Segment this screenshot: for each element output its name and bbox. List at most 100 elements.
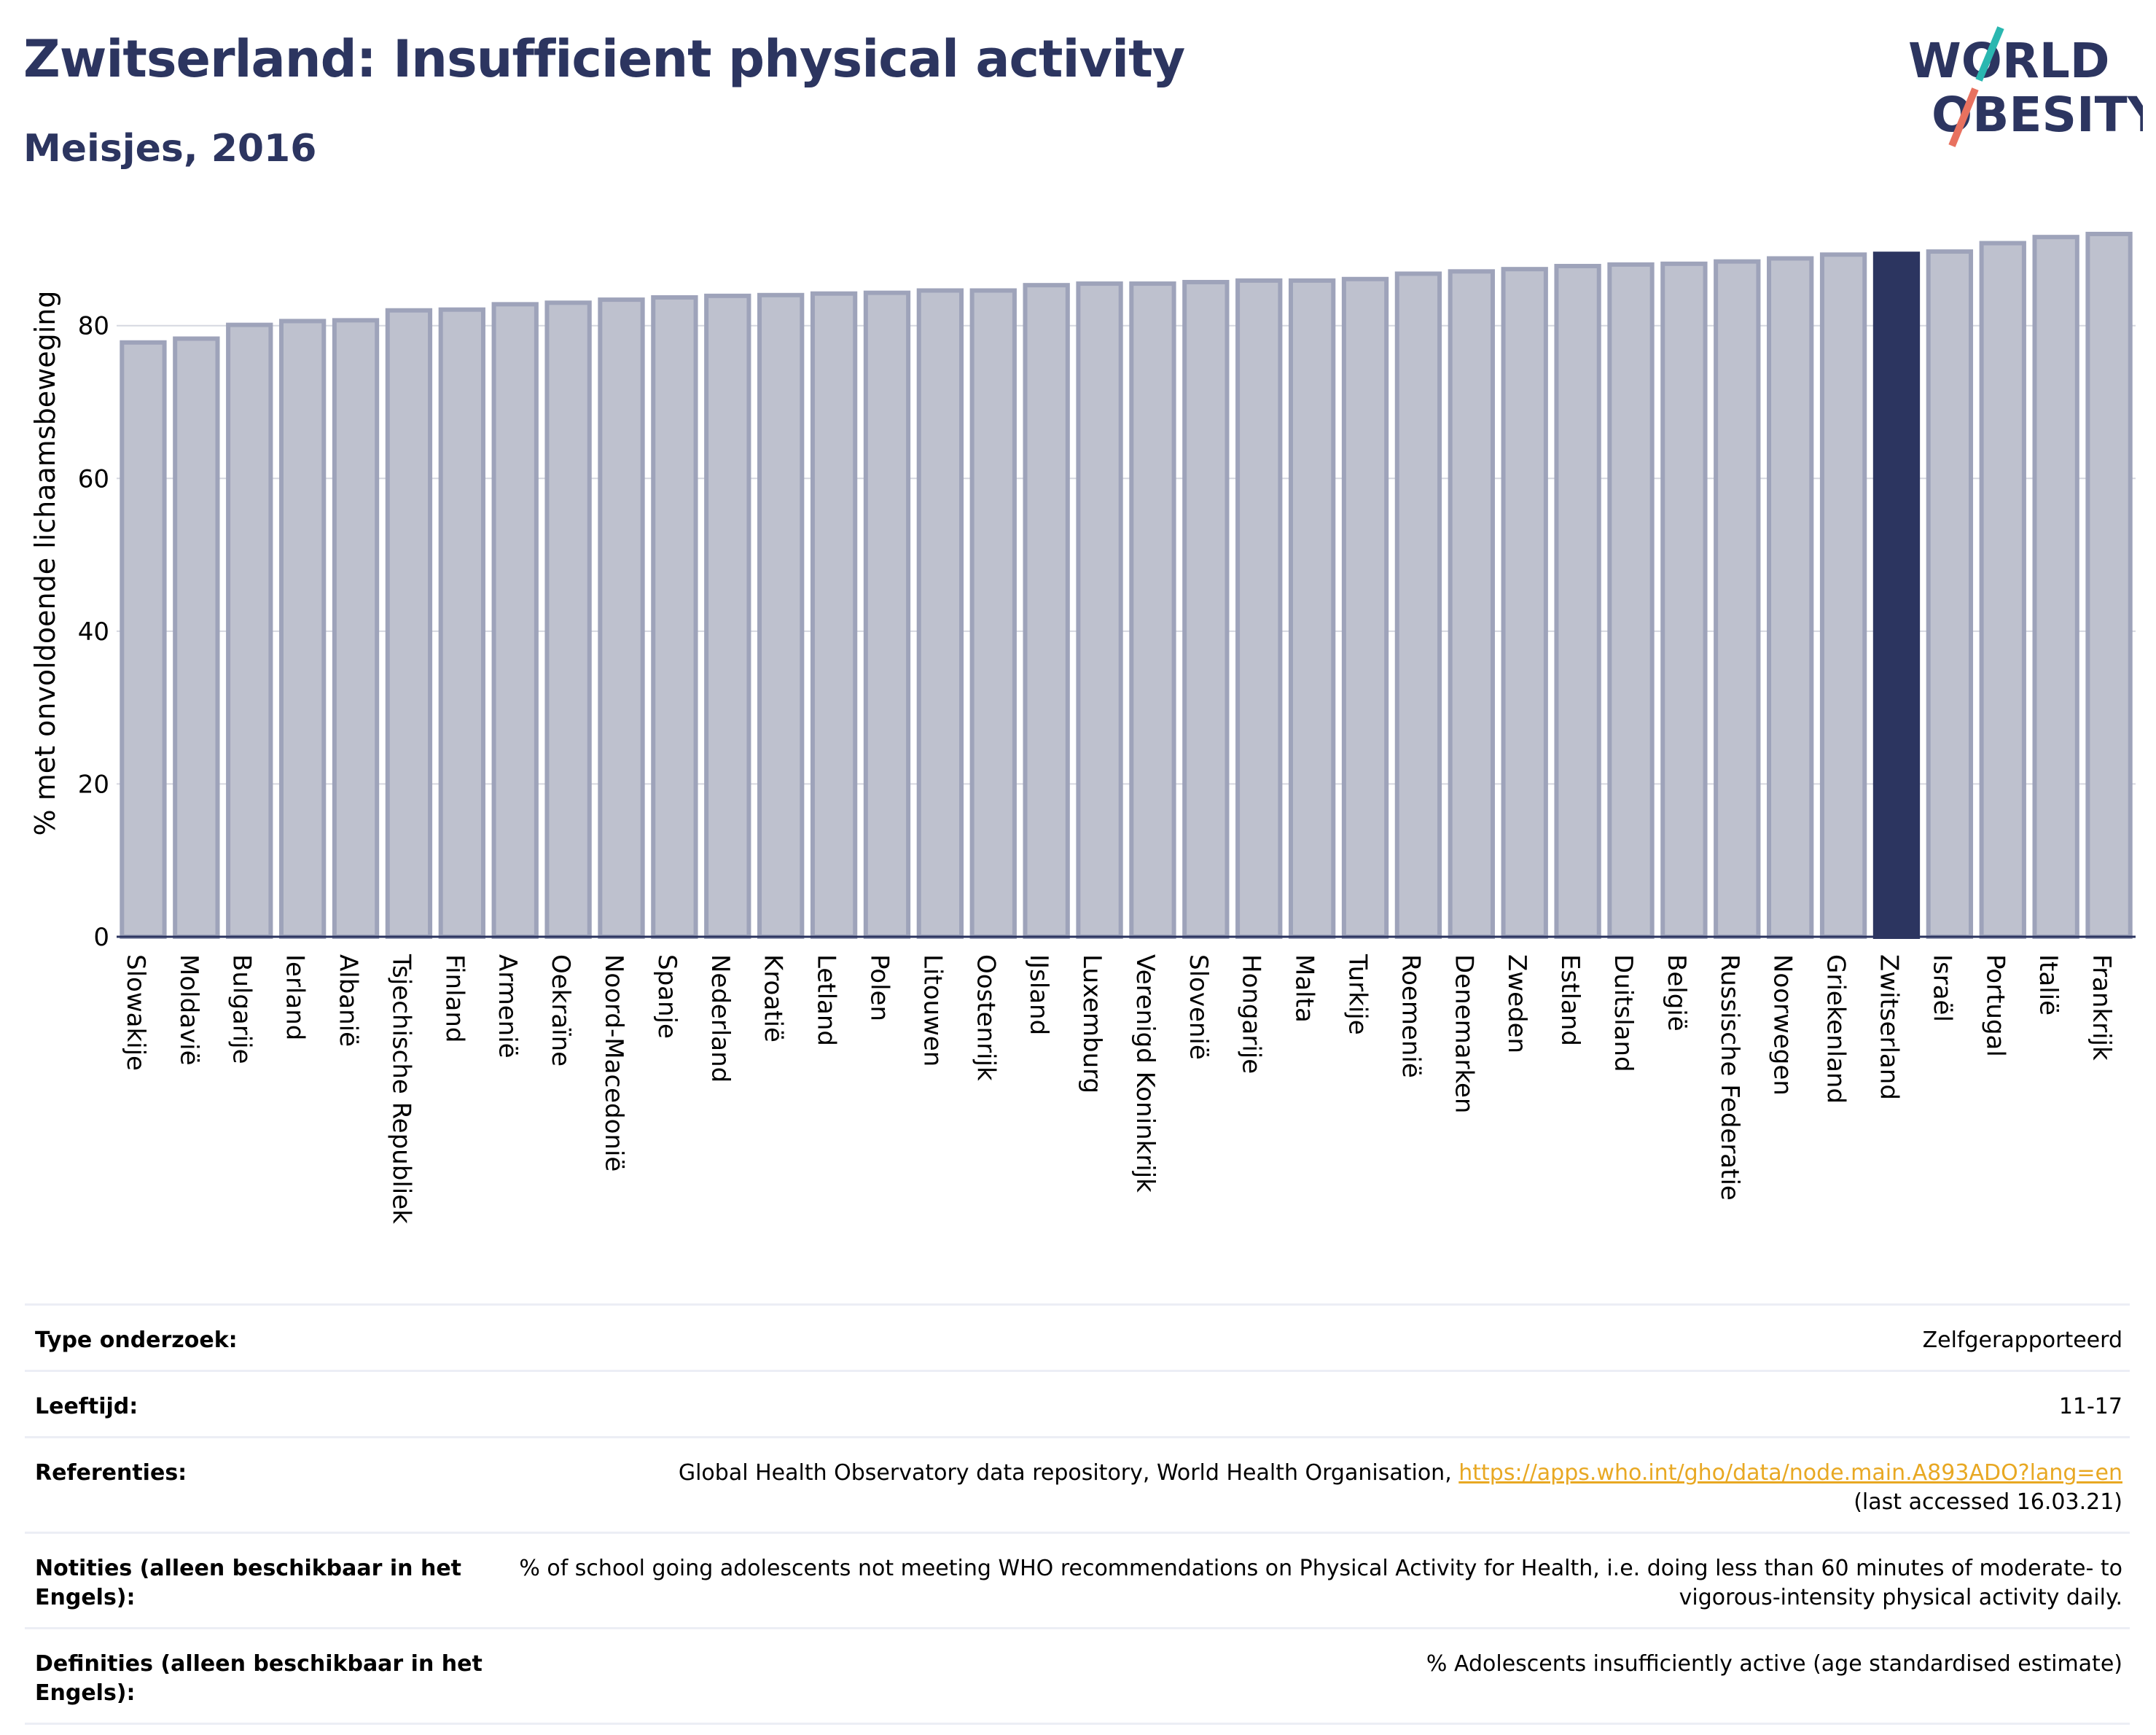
x-tick-label: Luxemburg xyxy=(1077,954,1106,1093)
bar-zweden xyxy=(1501,267,1548,940)
bar-sloveni- xyxy=(1182,279,1230,940)
x-tick-label: Turkije xyxy=(1343,954,1372,1035)
info-key: Leeftijd: xyxy=(25,1370,496,1438)
x-tick-label: Armenië xyxy=(493,954,522,1058)
x-tick-label: IJsland xyxy=(1024,954,1053,1035)
bar-spanje xyxy=(651,295,698,939)
y-axis-ticks: 0 20 40 60 80 xyxy=(78,312,109,952)
x-tick-label: Kroatië xyxy=(759,954,788,1042)
x-tick-label: Tsjechische Republiek xyxy=(386,954,415,1224)
x-axis-ticks: Slowakije Moldavië Bulgarije Ierland Albanië… xyxy=(121,954,2116,1224)
y-tick-label: 40 xyxy=(78,617,109,647)
bar-noorwegen xyxy=(1767,256,1814,939)
info-value: Zelfgerapporteerd xyxy=(496,1303,2130,1371)
bar-nederland xyxy=(704,293,751,940)
y-tick-label: 20 xyxy=(78,770,109,799)
info-value-text: 11-17 xyxy=(2058,1394,2122,1419)
x-tick-label: Roemenië xyxy=(1396,954,1425,1078)
x-tick-label: België xyxy=(1662,954,1691,1032)
logo-slash-coral xyxy=(1948,87,1979,147)
bar-belgi- xyxy=(1660,261,1708,939)
x-tick-label: Hongarije xyxy=(1237,954,1266,1074)
x-tick-label: Griekenland xyxy=(1821,954,1851,1104)
bar-hongarije xyxy=(1235,278,1283,939)
bar-chart: 0 20 40 60 80 Slowakije Moldavië Bulgarije Ierl… xyxy=(29,231,2136,1224)
x-tick-label: Israël xyxy=(1927,954,1956,1022)
x-tick-label: Portugal xyxy=(1980,954,2009,1057)
bar-finland xyxy=(438,307,485,939)
x-tick-label: Nederland xyxy=(706,954,735,1083)
bar-armeni- xyxy=(491,302,539,939)
bar-verenigd-koninkrijk xyxy=(1129,281,1176,939)
bar-turkije xyxy=(1341,276,1389,939)
bar-albani- xyxy=(332,318,380,940)
bar-russische-federatie xyxy=(1714,259,1761,939)
bar-griekenland xyxy=(1819,252,1867,939)
x-tick-label: Italië xyxy=(2034,954,2063,1015)
info-value-note: (last accessed 16.03.21) xyxy=(1854,1489,2122,1515)
logo-text-world: WORLD xyxy=(1908,33,2110,89)
x-tick-label: Slowakije xyxy=(121,954,150,1071)
info-value-text: % Adolescents insufficiently active (age… xyxy=(1426,1651,2122,1677)
x-tick-label: Zweden xyxy=(1502,954,1531,1053)
bar-oekra-ne xyxy=(544,300,592,940)
info-value-text: Zelfgerapporteerd xyxy=(1922,1327,2122,1353)
bar-denemarken xyxy=(1448,269,1495,940)
x-tick-label: Zwitserland xyxy=(1874,954,1903,1100)
x-tick-label: Oekraïne xyxy=(546,954,575,1067)
info-table: Type onderzoek: Zelfgerapporteerd Leeftijd… xyxy=(25,1303,2130,1725)
info-value-text: % of school going adolescents not meetin… xyxy=(519,1556,2122,1610)
x-tick-label: Estland xyxy=(1555,954,1585,1046)
info-value: 11-17 xyxy=(496,1370,2130,1438)
bar-ierland xyxy=(278,319,327,939)
x-tick-label: Ierland xyxy=(281,954,310,1040)
x-tick-label: Oostenrijk xyxy=(971,954,1000,1081)
x-tick-label: Bulgarije xyxy=(227,954,257,1064)
bar-ijsland xyxy=(1023,283,1070,939)
bar-noord-macedoni- xyxy=(598,297,645,939)
info-value: % of school going adolescents not meetin… xyxy=(496,1532,2130,1629)
x-tick-label: Denemarken xyxy=(1449,954,1478,1113)
bar-litouwen xyxy=(916,288,964,939)
x-tick-label: Verenigd Koninkrijk xyxy=(1130,954,1160,1193)
bar-frankrijk xyxy=(2085,231,2133,939)
x-tick-label: Slovenië xyxy=(1184,954,1213,1060)
bar-bulgarije xyxy=(226,322,273,940)
bar-duitsland xyxy=(1607,262,1655,940)
x-tick-label: Frankrijk xyxy=(2087,954,2116,1061)
info-value: % Adolescents insufficiently active (age… xyxy=(496,1627,2130,1725)
x-tick-label: Albanië xyxy=(334,954,363,1047)
bar-malta xyxy=(1288,278,1336,939)
world-obesity-logo: WORLD OBESITY xyxy=(1908,26,2143,147)
y-tick-label: 0 xyxy=(93,923,109,952)
y-tick-label: 60 xyxy=(78,464,109,494)
bar-luxemburg xyxy=(1076,281,1123,939)
bar-letland xyxy=(810,291,858,940)
bar-zwitserland xyxy=(1872,252,1921,939)
bar-roemeni- xyxy=(1394,271,1442,939)
info-key: Referenties: xyxy=(25,1436,496,1533)
x-tick-label: Spanje xyxy=(652,954,681,1039)
x-tick-label: Noord-Macedonië xyxy=(599,954,628,1171)
x-tick-label: Moldavië xyxy=(174,954,203,1066)
bars xyxy=(120,231,2133,940)
x-tick-label: Litouwen xyxy=(918,954,947,1067)
x-tick-label: Duitsland xyxy=(1609,954,1638,1072)
x-tick-label: Russische Federatie xyxy=(1715,954,1744,1201)
x-tick-label: Finland xyxy=(440,954,469,1043)
reference-link[interactable]: https://apps.who.int/gho/data/node.main.… xyxy=(1458,1460,2122,1486)
page-title: Zwitserland: Insufficient physical activ… xyxy=(23,29,1185,89)
info-row: Type onderzoek: Zelfgerapporteerd xyxy=(25,1303,2130,1371)
info-row: Definities (alleen beschikbaar in het En… xyxy=(25,1627,2130,1725)
bar-polen xyxy=(863,290,911,939)
bar-moldavi- xyxy=(173,336,220,940)
info-key: Definities (alleen beschikbaar in het En… xyxy=(25,1627,496,1725)
bar-portugal xyxy=(1979,241,2026,939)
x-tick-label: Malta xyxy=(1290,954,1319,1023)
bar-itali- xyxy=(2032,235,2079,939)
info-row: Notities (alleen beschikbaar in het Enge… xyxy=(25,1532,2130,1629)
logo-slash-teal xyxy=(1975,26,2004,82)
x-tick-label: Polen xyxy=(864,954,894,1021)
bar-isra-l xyxy=(1926,249,1974,939)
info-row: Referenties: Global Health Observatory da… xyxy=(25,1436,2130,1533)
